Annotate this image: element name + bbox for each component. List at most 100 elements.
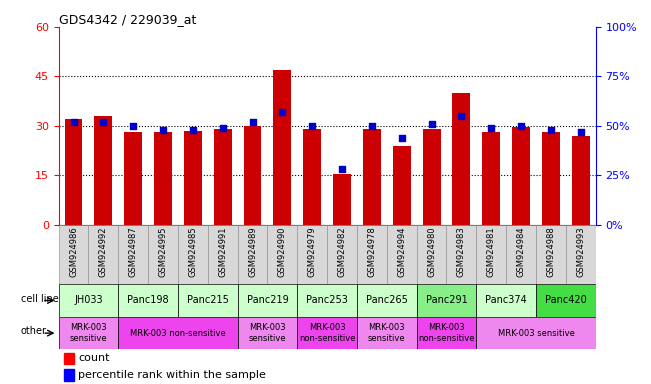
Text: GSM924981: GSM924981 (487, 227, 495, 277)
Bar (238, 284, 298, 317)
Text: GSM924984: GSM924984 (517, 227, 525, 277)
Text: MRK-003
sensitive: MRK-003 sensitive (70, 323, 107, 343)
Bar (572, 136, 590, 225)
Text: GSM924979: GSM924979 (308, 227, 316, 277)
Text: cell line: cell line (21, 294, 58, 304)
Bar (118, 225, 148, 284)
Bar (124, 132, 142, 225)
Bar (64, 369, 74, 381)
Point (456, 113, 467, 119)
Bar (298, 284, 357, 317)
Bar (118, 284, 178, 317)
Text: GDS4342 / 229039_at: GDS4342 / 229039_at (59, 13, 196, 26)
Point (486, 125, 497, 131)
Text: Panc215: Panc215 (187, 295, 229, 306)
Text: GSM924994: GSM924994 (397, 227, 406, 277)
Text: GSM924983: GSM924983 (457, 227, 466, 277)
Point (396, 134, 407, 141)
Bar (208, 225, 238, 284)
Bar (417, 317, 477, 349)
Bar (59, 317, 118, 349)
Text: GSM924978: GSM924978 (367, 227, 376, 277)
Point (277, 109, 288, 115)
Bar (59, 284, 118, 317)
Text: GSM924989: GSM924989 (248, 227, 257, 277)
Bar (178, 225, 208, 284)
Bar (238, 225, 268, 284)
Bar (422, 129, 441, 225)
Bar (273, 70, 292, 225)
Text: MRK-003 non-sensitive: MRK-003 non-sensitive (130, 329, 226, 338)
Bar (64, 119, 83, 225)
Text: GSM924995: GSM924995 (159, 227, 167, 277)
Bar (154, 132, 172, 225)
Text: GSM924992: GSM924992 (99, 227, 108, 277)
Point (128, 123, 139, 129)
Bar (506, 225, 536, 284)
Bar (417, 284, 477, 317)
Text: Panc420: Panc420 (545, 295, 587, 306)
Bar (243, 126, 262, 225)
Text: GSM924980: GSM924980 (427, 227, 436, 277)
Bar (393, 146, 411, 225)
Text: GSM924982: GSM924982 (338, 227, 346, 277)
Text: Panc219: Panc219 (247, 295, 288, 306)
Bar (214, 129, 232, 225)
Point (307, 123, 318, 129)
Point (575, 129, 586, 135)
Bar (542, 132, 560, 225)
Point (158, 127, 168, 133)
Bar (64, 353, 74, 364)
Bar (148, 225, 178, 284)
Text: other: other (21, 326, 46, 336)
Point (217, 125, 228, 131)
Text: Panc291: Panc291 (426, 295, 467, 306)
Bar (89, 225, 118, 284)
Bar (268, 225, 298, 284)
Bar (238, 317, 298, 349)
Bar (477, 225, 506, 284)
Bar (363, 129, 381, 225)
Bar (536, 284, 596, 317)
Bar (387, 225, 417, 284)
Text: Panc265: Panc265 (366, 295, 408, 306)
Text: GSM924985: GSM924985 (188, 227, 197, 277)
Text: MRK-003
sensitive: MRK-003 sensitive (249, 323, 286, 343)
Bar (477, 317, 596, 349)
Bar (512, 127, 530, 225)
Text: MRK-003
non-sensitive: MRK-003 non-sensitive (299, 323, 355, 343)
Bar (417, 225, 447, 284)
Bar (536, 225, 566, 284)
Point (187, 127, 198, 133)
Bar (333, 174, 351, 225)
Text: MRK-003
sensitive: MRK-003 sensitive (368, 323, 406, 343)
Text: Panc198: Panc198 (128, 295, 169, 306)
Bar (118, 317, 238, 349)
Point (426, 121, 437, 127)
Text: GSM924987: GSM924987 (129, 227, 137, 277)
Bar (447, 225, 477, 284)
Text: MRK-003 sensitive: MRK-003 sensitive (497, 329, 574, 338)
Bar (357, 225, 387, 284)
Point (98, 119, 109, 125)
Text: count: count (79, 353, 110, 363)
Text: GSM924990: GSM924990 (278, 227, 287, 277)
Bar (184, 131, 202, 225)
Point (247, 119, 258, 125)
Bar (298, 317, 357, 349)
Text: JH033: JH033 (74, 295, 103, 306)
Text: percentile rank within the sample: percentile rank within the sample (79, 370, 266, 380)
Bar (357, 284, 417, 317)
Bar (566, 225, 596, 284)
Text: Panc253: Panc253 (306, 295, 348, 306)
Bar (94, 116, 112, 225)
Point (367, 123, 377, 129)
Bar (59, 225, 89, 284)
Bar (357, 317, 417, 349)
Bar (482, 132, 500, 225)
Bar (178, 284, 238, 317)
Point (337, 166, 347, 172)
Bar (298, 225, 327, 284)
Text: GSM924986: GSM924986 (69, 227, 78, 277)
Point (68, 119, 79, 125)
